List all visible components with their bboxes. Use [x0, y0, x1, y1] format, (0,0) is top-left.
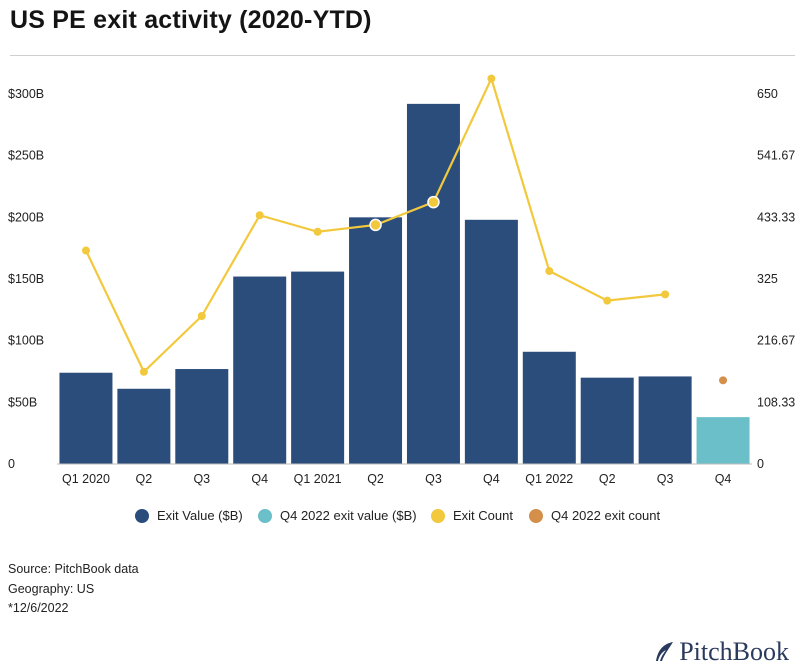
exit-count-point — [487, 74, 496, 83]
exit-count-point — [81, 246, 90, 255]
chart-legend: Exit Value ($B) Q4 2022 exit value ($B) … — [0, 508, 795, 530]
y-right-tick-label: 108.33 — [757, 395, 795, 409]
exit-count-point — [661, 290, 670, 299]
legend-label-q4-exit-value: Q4 2022 exit value ($B) — [280, 508, 417, 523]
legend-item-q4-exit-value: Q4 2022 exit value ($B) — [258, 508, 417, 523]
exit-count-point — [427, 195, 440, 209]
legend-swatch-exit-value — [135, 508, 149, 523]
exit-count-point — [545, 267, 554, 276]
exit-count-point — [603, 296, 612, 305]
pitchbook-logo: PitchBook — [653, 637, 789, 667]
bar — [59, 372, 113, 464]
source-notes: Source: PitchBook data Geography: US *12… — [8, 560, 139, 619]
pitchbook-logo-text: PitchBook — [679, 637, 789, 666]
bar — [233, 276, 287, 464]
legend-item-exit-count: Exit Count — [431, 508, 513, 523]
y-right-tick-label: 216.67 — [757, 334, 795, 348]
exit-count-point — [255, 211, 264, 220]
legend-item-q4-exit-count: Q4 2022 exit count — [529, 508, 660, 523]
legend-swatch-q4-exit-value — [258, 508, 272, 523]
bar — [580, 377, 634, 464]
geography-note: Geography: US — [8, 581, 95, 596]
bar — [406, 103, 460, 464]
date-note: *12/6/2022 — [8, 601, 69, 615]
exit-count-point — [139, 367, 148, 376]
bar — [291, 271, 345, 464]
q4-exit-count-point — [719, 376, 728, 385]
legend-swatch-exit-count — [431, 508, 445, 523]
y-left-tick-label: $300B — [8, 87, 44, 101]
bar — [696, 417, 750, 464]
x-tick-label: Q4 — [251, 472, 268, 486]
legend-label-q4-exit-count: Q4 2022 exit count — [551, 508, 661, 523]
x-tick-label: Q3 — [425, 472, 442, 486]
y-right-tick-label: 0 — [757, 457, 764, 471]
x-tick-label: Q1 2021 — [294, 472, 342, 486]
y-left-tick-label: $50B — [8, 395, 37, 409]
bar — [175, 369, 229, 464]
title-divider — [10, 55, 795, 56]
x-tick-label: Q1 2022 — [525, 472, 573, 486]
legend-item-exit-value: Exit Value ($B) — [135, 508, 243, 523]
bar — [117, 388, 171, 464]
exit-activity-chart: $300B $250B $200B $150B $100B $50B 0 650 541.67 4… — [8, 74, 795, 486]
bar — [464, 219, 518, 464]
x-tick-label: Q4 — [715, 472, 732, 486]
x-tick-label: Q1 2020 — [62, 472, 110, 486]
exit-count-point — [369, 218, 382, 232]
y-left-tick-label: $200B — [8, 210, 44, 224]
y-left-tick-label: 0 — [8, 457, 15, 471]
y-right-tick-label: 541.67 — [757, 149, 795, 163]
y-left-tick-label: $150B — [8, 272, 44, 286]
bar — [522, 351, 576, 464]
x-tick-label: Q4 — [483, 472, 500, 486]
x-tick-label: Q2 — [367, 472, 384, 486]
x-tick-label: Q2 — [599, 472, 616, 486]
legend-label-exit-count: Exit Count — [453, 508, 513, 523]
chart-title: US PE exit activity (2020-YTD) — [10, 6, 372, 34]
x-tick-label: Q3 — [657, 472, 674, 486]
legend-swatch-q4-exit-count — [529, 508, 543, 523]
y-right-tick-label: 325 — [757, 272, 778, 286]
legend-label-exit-value: Exit Value ($B) — [157, 508, 243, 523]
exit-count-point — [313, 227, 322, 236]
y-left-tick-label: $100B — [8, 334, 44, 348]
bar — [349, 217, 403, 464]
exit-count-point — [197, 312, 206, 320]
y-left-tick-label: $250B — [8, 149, 44, 163]
y-right-tick-label: 650 — [757, 87, 778, 101]
x-tick-label: Q2 — [136, 472, 153, 486]
y-right-tick-label: 433.33 — [757, 210, 795, 224]
bar — [638, 376, 692, 464]
pitchbook-feather-icon — [656, 642, 674, 661]
x-tick-label: Q3 — [193, 472, 210, 486]
source-note: Source: PitchBook data — [8, 562, 139, 576]
